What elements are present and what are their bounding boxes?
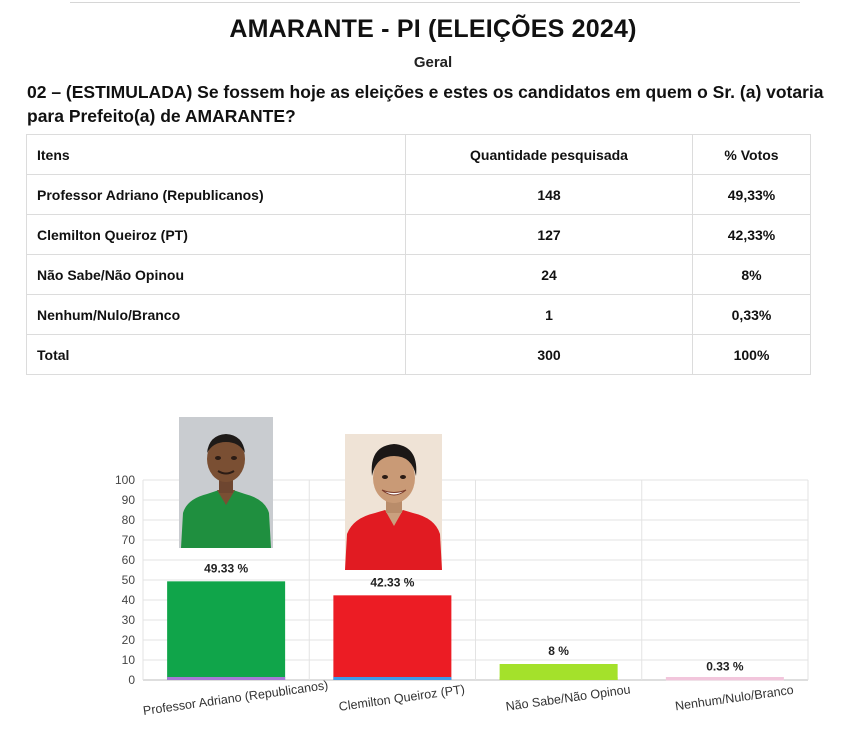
y-tick-label: 90	[122, 493, 136, 507]
table-cell-quantidade: 1	[405, 294, 693, 335]
table-row: Nenhum/Nulo/Branco 1 0,33%	[26, 294, 811, 335]
table-header-votos: % Votos	[692, 134, 811, 175]
y-tick-label: 100	[115, 473, 135, 487]
candidate-photo-professor-adriano-icon	[179, 417, 273, 548]
bars	[167, 581, 784, 681]
y-tick-label: 0	[128, 673, 135, 687]
data-labels: 49.33 % 42.33 % 8 % 0.33 %	[204, 561, 744, 673]
bar-base	[665, 677, 784, 680]
table-total-row: Total 300 100%	[26, 334, 811, 375]
table-header-itens: Itens	[26, 134, 406, 175]
table-cell-percent: 100%	[692, 334, 811, 375]
table-header-quantidade: Quantidade pesquisada	[405, 134, 693, 175]
table-cell-percent: 0,33%	[692, 294, 811, 335]
table-cell-percent: 8%	[692, 254, 811, 295]
table-cell-quantidade: 24	[405, 254, 693, 295]
y-tick-label: 20	[122, 633, 136, 647]
table-row: Clemilton Queiroz (PT) 127 42,33%	[26, 214, 811, 255]
top-divider	[70, 2, 800, 3]
y-tick-label: 50	[122, 573, 136, 587]
table-cell-item: Não Sabe/Não Opinou	[26, 254, 406, 295]
x-tick-label: Professor Adriano (Republicanos)	[142, 678, 329, 718]
y-tick-label: 60	[122, 553, 136, 567]
data-label: 8 %	[548, 644, 569, 658]
y-tick-label: 70	[122, 533, 136, 547]
bar-base	[333, 677, 452, 680]
table-cell-quantidade: 127	[405, 214, 693, 255]
data-label: 42.33 %	[370, 575, 414, 589]
table-header-row: Itens Quantidade pesquisada % Votos	[26, 134, 811, 175]
data-label: 0.33 %	[706, 659, 744, 673]
bar-base	[499, 677, 618, 680]
x-tick-label: Não Sabe/Não Opinou	[505, 682, 632, 713]
table-cell-quantidade: 148	[405, 174, 693, 215]
y-tick-label: 40	[122, 593, 136, 607]
x-tick-label: Clemilton Queiroz (PT)	[338, 682, 466, 714]
table-cell-percent: 42,33%	[692, 214, 811, 255]
page-title: AMARANTE - PI (ELEIÇÕES 2024)	[229, 15, 637, 43]
bar	[333, 595, 452, 680]
bar	[167, 581, 286, 680]
bar	[499, 664, 618, 680]
table-row: Professor Adriano (Republicanos) 148 49,…	[26, 174, 811, 215]
table-cell-quantidade: 300	[405, 334, 693, 375]
y-axis: 0 10 20 30 40 50 60 70 80 90 100	[115, 473, 135, 687]
table-cell-item: Clemilton Queiroz (PT)	[26, 214, 406, 255]
x-tick-label: Nenhum/Nulo/Branco	[674, 683, 794, 714]
bar-base	[167, 677, 286, 680]
candidate-photo-clemilton-queiroz-icon	[345, 434, 442, 570]
y-tick-label: 80	[122, 513, 136, 527]
table-cell-item: Professor Adriano (Republicanos)	[26, 174, 406, 215]
table-cell-percent: 49,33%	[692, 174, 811, 215]
table-cell-item: Nenhum/Nulo/Branco	[26, 294, 406, 335]
survey-question: 02 – (ESTIMULADA) Se fossem hoje as elei…	[27, 82, 824, 126]
results-table: Itens Quantidade pesquisada % Votos Prof…	[26, 134, 811, 375]
x-axis-labels: Professor Adriano (Republicanos) Clemilto…	[142, 678, 794, 718]
table-cell-item: Total	[26, 334, 406, 375]
y-tick-label: 10	[122, 653, 136, 667]
data-label: 49.33 %	[204, 561, 248, 575]
y-tick-label: 30	[122, 613, 136, 627]
page-subtitle: Geral	[413, 54, 453, 71]
table-row: Não Sabe/Não Opinou 24 8%	[26, 254, 811, 295]
bar-chart: 0 10 20 30 40 50 60 70 80 90 100 49.33 % 42.33 % 8 %…	[115, 473, 809, 718]
